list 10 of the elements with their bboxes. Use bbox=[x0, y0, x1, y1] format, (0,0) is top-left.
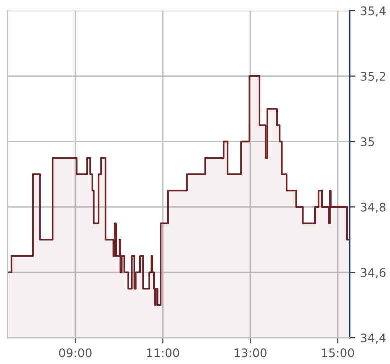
y-tick-label: 35 bbox=[361, 137, 374, 146]
x-tick-label: 15:00 bbox=[322, 348, 354, 358]
y-tick-label: 34,8 bbox=[361, 202, 386, 214]
x-tick-label: 11:00 bbox=[147, 348, 180, 358]
y-tick-label: 35,4 bbox=[361, 6, 386, 17]
y-tick-label: 34,4 bbox=[361, 334, 386, 344]
x-tick-label: 09:00 bbox=[59, 348, 92, 358]
x-tick-label: 13:00 bbox=[234, 348, 267, 358]
y-tick-label: 35,2 bbox=[361, 72, 386, 82]
y-tick-label: 34,6 bbox=[361, 268, 386, 278]
